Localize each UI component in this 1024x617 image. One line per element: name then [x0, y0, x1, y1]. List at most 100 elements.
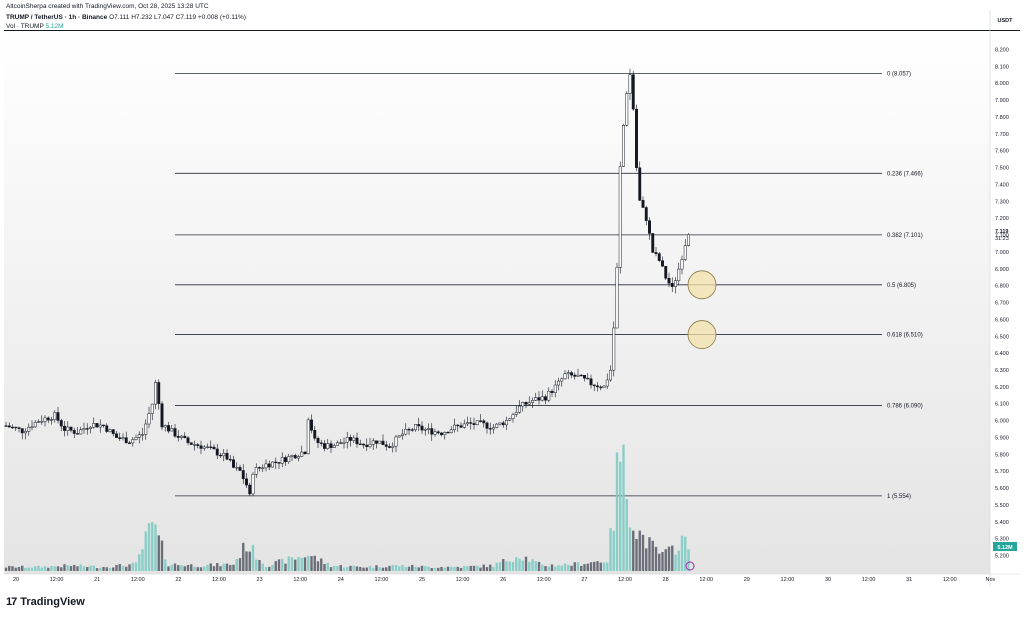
volume-bar [190, 564, 193, 571]
volume-bar [76, 566, 79, 571]
volume-bar [521, 560, 524, 571]
volume-bar [372, 567, 375, 571]
price-axis[interactable]: 8.200 8.100 8.000 7.900 7.800 7.700 7.600 7.500… [995, 47, 1009, 559]
volume-bar [615, 452, 619, 571]
event-marker-icon[interactable] [685, 561, 695, 571]
y-tick-label: 5.200 [995, 554, 1009, 560]
candle-body [488, 428, 492, 430]
volume-bar [86, 567, 89, 571]
x-tick-label: 12:00 [862, 577, 876, 583]
volume-bar [368, 566, 372, 571]
candle-body [11, 426, 14, 429]
x-tick-label: 12:00 [212, 577, 226, 583]
candle-body [339, 442, 343, 444]
x-tick-label: 12:00 [943, 577, 957, 583]
volume-bar [47, 567, 50, 571]
volume-bar [346, 567, 349, 571]
support-zone-circle [687, 320, 717, 349]
volume-bar [381, 567, 385, 571]
volume-tag: 5.12M [997, 545, 1013, 551]
volume-bar [492, 567, 495, 571]
volume-bar [63, 564, 66, 571]
candle-body [50, 419, 53, 421]
candle-body [228, 458, 232, 461]
candle-body [609, 369, 612, 381]
volume-bar [320, 558, 323, 571]
candle-body [163, 425, 167, 428]
candle-body [144, 423, 148, 435]
volume-bar [105, 567, 108, 571]
volume-bar [209, 563, 212, 571]
candle-body [495, 423, 499, 428]
candle-body [667, 278, 671, 284]
candle-body [310, 419, 313, 431]
candle-body [625, 93, 629, 126]
candle-body [557, 380, 560, 386]
candle-body [355, 437, 359, 445]
volume-bar [593, 561, 596, 571]
candle-body [40, 421, 44, 423]
volume-bar [121, 565, 125, 571]
candle-body [518, 405, 521, 413]
time-axis[interactable]: 20 12:00 21 12:00 22 12:00 23 12:00 24 12:00 25 12:… [13, 577, 996, 583]
candle-body [202, 446, 206, 449]
volume-bar [469, 565, 472, 571]
x-tick-label: 23 [257, 577, 263, 583]
candle-body [274, 461, 278, 464]
x-tick-label: 28 [663, 577, 669, 583]
volume-tag-bg [993, 542, 1017, 551]
candle-body [417, 424, 421, 427]
volume-bar [684, 536, 687, 571]
candle-body [670, 283, 674, 287]
volume-bar [339, 565, 342, 571]
candle-body [251, 474, 255, 495]
candle-body [248, 484, 252, 495]
candle-body [141, 434, 144, 436]
volume-bar [222, 563, 225, 571]
volume-bar [355, 566, 359, 571]
candle-body [680, 259, 684, 270]
volume-bar [56, 566, 60, 571]
volume-bar [37, 565, 40, 571]
volume-bar [619, 461, 622, 571]
candle-body [375, 440, 378, 444]
volume-bar [472, 565, 476, 571]
volume-bar [651, 540, 654, 571]
candle-body [342, 441, 346, 444]
volume-bar [141, 549, 144, 571]
volume-bar [79, 564, 82, 571]
volume-bar [414, 566, 417, 571]
candle-body [222, 452, 226, 457]
candle-body [300, 451, 304, 457]
volume-bar [271, 564, 274, 571]
candle-body [27, 426, 31, 432]
candle-body [241, 470, 245, 480]
fibonacci-retracement[interactable]: 0 (8.057) 0.236 (7.466) 0.382 (7.101) 0.5 (… [175, 72, 923, 500]
volume-bar [502, 559, 505, 571]
y-tick-label: 8.100 [995, 64, 1009, 70]
volume-bar [73, 564, 76, 571]
fib-level-label: 0 (8.057) [887, 72, 911, 78]
x-tick-label: 31 [906, 577, 912, 583]
candle-body [641, 200, 645, 208]
volume-bar [216, 563, 219, 571]
y-tick-label: 7.300 [995, 199, 1009, 205]
volume-bar [544, 566, 547, 571]
ohlc-values: O7.111 H7.232 L7.047 C7.119 +0.008 (+0.1… [109, 14, 246, 21]
candle-body [303, 451, 307, 455]
candle-body [131, 439, 135, 444]
volume-bar [531, 559, 534, 571]
x-tick-label: 30 [825, 577, 831, 583]
candle-body [371, 440, 375, 445]
candle-body [212, 446, 216, 450]
volume-bar [456, 566, 459, 571]
volume-bar [164, 559, 167, 571]
candle-body [102, 424, 105, 427]
volume-bar [193, 566, 196, 571]
candle-body [544, 396, 547, 401]
candle-body [622, 125, 625, 167]
volume-bar [664, 549, 667, 571]
candle-body [323, 443, 326, 449]
candle-body [362, 443, 365, 446]
